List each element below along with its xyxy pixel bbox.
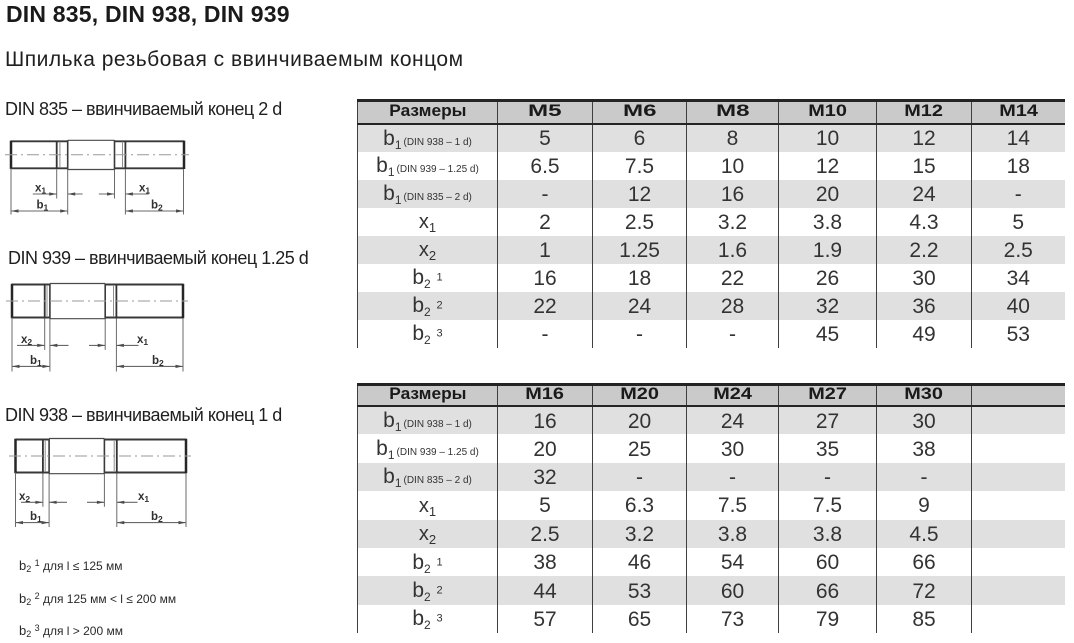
- svg-text:b2: b2: [151, 199, 163, 212]
- svg-text:x1: x1: [139, 183, 150, 196]
- svg-text:x1: x1: [138, 491, 149, 504]
- svg-text:b1: b1: [30, 511, 42, 524]
- svg-text:b2: b2: [152, 355, 164, 368]
- svg-text:x2: x2: [19, 491, 30, 504]
- svg-text:b1: b1: [30, 355, 42, 368]
- svg-text:b1: b1: [37, 199, 49, 212]
- svg-text:x1: x1: [35, 183, 46, 196]
- svg-text:x1: x1: [137, 334, 148, 347]
- svg-text:b2: b2: [151, 511, 163, 524]
- svg-text:x2: x2: [21, 334, 32, 347]
